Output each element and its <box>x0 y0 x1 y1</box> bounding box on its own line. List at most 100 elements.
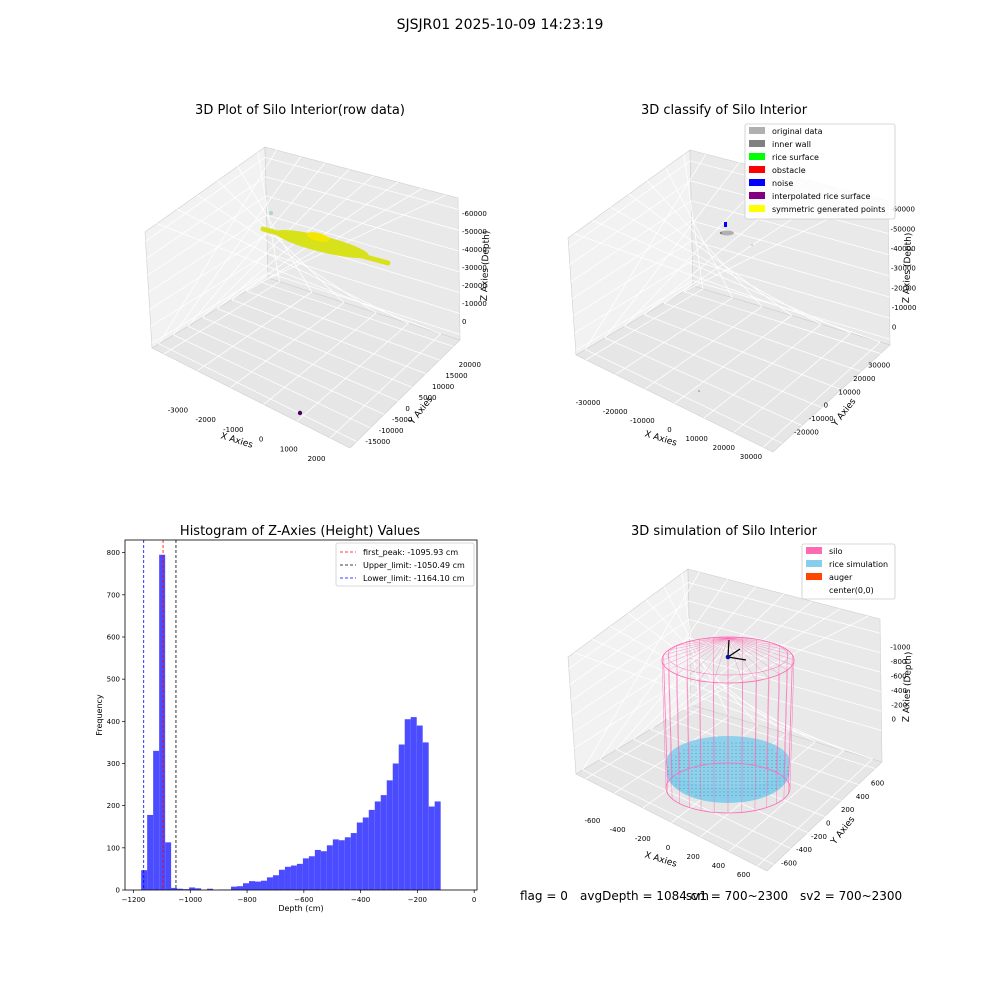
rice-mesh-point <box>711 749 713 751</box>
silo-wall-line <box>668 650 673 778</box>
rice-mesh-point <box>739 749 741 751</box>
y-tick-label: 200 <box>841 806 854 814</box>
y-tick-label: -400 <box>796 846 812 854</box>
rice-mesh-point <box>695 756 697 758</box>
rice-mesh-point <box>691 788 693 789</box>
silo-roof-spoke <box>668 637 729 671</box>
rice-mesh-point <box>735 742 737 744</box>
x-tick-label: -200 <box>635 835 651 843</box>
rice-mesh-point <box>731 784 733 786</box>
rice-mesh-point <box>731 746 733 747</box>
rice-mesh-point <box>747 746 749 747</box>
rice-mesh-point <box>747 784 749 786</box>
plot2-points <box>698 222 753 392</box>
rice-mesh-point <box>711 777 713 779</box>
rice-mesh-point <box>763 749 765 751</box>
rice-mesh-point <box>759 791 761 793</box>
rice-mesh-point <box>703 753 705 754</box>
gridline-x-wall <box>665 167 733 298</box>
histogram-bar <box>302 858 309 890</box>
legend-swatch <box>806 547 822 554</box>
rice-mesh-point <box>751 756 753 758</box>
rice-mesh-point <box>775 777 777 779</box>
rice-mesh-point <box>711 742 713 744</box>
gridline-y-wall <box>187 162 326 327</box>
histogram-bar <box>272 875 279 890</box>
rice-mesh-point <box>723 749 725 751</box>
rice-mesh-point <box>739 774 741 775</box>
silo-roof-spoke <box>663 637 729 666</box>
rice-mesh-point <box>675 760 677 761</box>
rice-mesh-point <box>723 791 725 793</box>
rice-mesh-point <box>735 767 737 768</box>
x-tick-label: -3000 <box>168 406 188 414</box>
legend-label: center(0,0) <box>829 586 874 595</box>
plot4-title: 3D simulation of Silo Interior <box>631 524 817 539</box>
rice-mesh-point <box>735 784 737 786</box>
rice-mesh-point <box>739 756 741 758</box>
rice-mesh-point <box>679 756 681 758</box>
rice-mesh-point <box>767 791 769 793</box>
rice-mesh-point <box>775 784 777 786</box>
gridline-y-wall <box>616 586 757 750</box>
class-noise <box>724 222 727 227</box>
x-tick-label: −200 <box>408 896 427 904</box>
y-tick-label: 0 <box>826 820 830 828</box>
rice-mesh-point <box>683 753 685 754</box>
rice-mesh-point <box>767 777 769 779</box>
rice-mesh-point <box>747 774 749 775</box>
rice-mesh-point <box>743 753 745 754</box>
histogram-bar <box>248 881 255 890</box>
silo-wall-line <box>661 659 667 789</box>
rice-mesh-point <box>731 795 733 796</box>
rice-mesh-point <box>695 746 697 747</box>
y-tick-label: 100 <box>107 844 120 852</box>
legend-swatch <box>806 560 822 567</box>
rice-mesh-point <box>719 742 721 744</box>
x-tick-label: -20000 <box>603 408 628 416</box>
rice-mesh-point <box>731 791 733 793</box>
rice-mesh-point <box>703 756 705 758</box>
z-tick-label: -30000 <box>891 265 916 273</box>
rice-mesh-point <box>707 749 709 751</box>
rice-mesh-point <box>771 788 773 789</box>
rice-mesh-point <box>779 784 781 786</box>
rice-mesh-point <box>679 770 681 772</box>
rice-mesh-point <box>747 777 749 779</box>
histogram-bar <box>266 877 273 890</box>
z-tick-label: -50000 <box>890 225 915 233</box>
x-tick-label: 2000 <box>308 455 326 463</box>
histogram-bar <box>434 801 441 890</box>
rice-mesh-point <box>719 795 721 796</box>
rice-mesh-point <box>703 781 705 782</box>
z-tick-label: 0 <box>892 716 896 724</box>
rice-mesh-point <box>703 774 705 775</box>
rice-mesh-point <box>775 756 777 758</box>
gridline-y-wall <box>667 608 841 720</box>
rice-mesh-point <box>763 763 765 765</box>
rice-mesh-point <box>743 781 745 782</box>
rice-mesh-point <box>751 742 753 744</box>
rice-mesh-point <box>759 774 761 775</box>
rice-mesh-point <box>683 756 685 758</box>
gridline-z <box>146 176 459 259</box>
rice-mesh-point <box>731 749 733 751</box>
rice-mesh-point <box>771 784 773 786</box>
center-marker <box>725 639 747 661</box>
rice-mesh-point <box>759 746 761 747</box>
rice-mesh-point <box>695 753 697 754</box>
rice-mesh-point <box>723 746 725 747</box>
legend-label: original data <box>772 127 823 136</box>
silo-wall-line <box>783 650 788 778</box>
legend-label: obstacle <box>772 166 806 175</box>
rice-mesh-point <box>731 774 733 775</box>
y-tick-label: 10000 <box>838 388 860 396</box>
rice-mesh-point <box>739 760 741 761</box>
rice-mesh-point <box>675 777 677 779</box>
gridline-z <box>151 272 461 344</box>
legend-swatch <box>749 166 765 173</box>
legend-swatch <box>749 205 765 212</box>
silo-wall-line <box>776 674 780 804</box>
rice-mesh-point <box>711 784 713 786</box>
rice-mesh-point <box>751 760 753 761</box>
